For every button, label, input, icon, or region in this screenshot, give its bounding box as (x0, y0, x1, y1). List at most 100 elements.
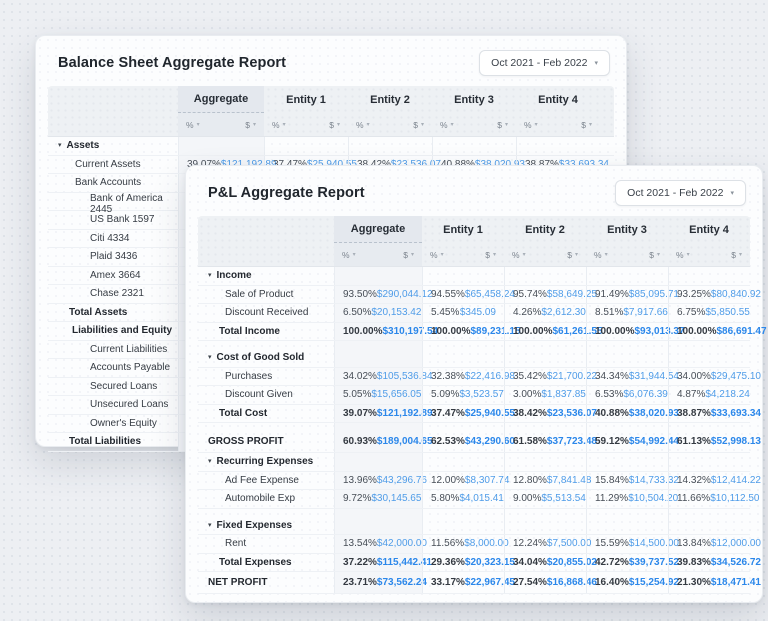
percent-value: 37.47% (431, 407, 465, 419)
dollar-sort-header[interactable]: $ ▾ (403, 249, 414, 260)
aggregate-cell (334, 423, 422, 431)
percent-value: 14.32% (677, 474, 711, 486)
section-caret-icon[interactable]: ▾ (208, 272, 212, 280)
dollar-value: $14,733.32 (628, 474, 679, 486)
entity-4-cell: 6.75% $5,850.55 (668, 304, 750, 322)
entity-2-cell: 61.58% $37,723.48 (504, 431, 597, 452)
percent-value: 61.58% (513, 436, 547, 447)
percent-value: 29.36% (431, 556, 465, 568)
row-label: Unsecured Loans (90, 399, 169, 411)
percent-sort-header[interactable]: % ▾ (594, 249, 608, 260)
percent-value: 100.00% (431, 325, 471, 337)
aggregate-cell: 6.50% $20,153.42 (334, 304, 422, 322)
percent-value: 5.45% (431, 307, 460, 319)
percent-value: 9.72% (343, 493, 372, 505)
dollar-value: $39,737.52 (628, 556, 679, 568)
dollar-sort-header[interactable]: $ ▾ (731, 249, 742, 260)
percent-value: 35.42% (513, 370, 547, 382)
percent-value: 32.38% (431, 370, 465, 382)
entity-4-cell (668, 423, 750, 431)
row-label-cell: Current Liabilities (48, 341, 178, 359)
dollar-value: $10,112.50 (710, 493, 760, 505)
dollar-value: $8,307.74 (464, 474, 510, 486)
row-label: US Bank 1597 (90, 214, 155, 226)
row-label: Total Assets (69, 306, 128, 318)
row-label: Automobile Exp (225, 493, 296, 505)
section-caret-icon[interactable]: ▾ (208, 458, 212, 466)
percent-value: 11.56% (431, 538, 465, 550)
dollar-value: $65,458.24 (464, 288, 515, 300)
table-row: NET PROFIT 23.71% $73,562.24 33.17% $22,96… (198, 572, 761, 594)
entity-2-cell: 38.42%$23,536.07 (348, 155, 441, 173)
dollar-value: $2,612.30 (541, 307, 586, 319)
entity-2-cell (348, 137, 432, 155)
percent-sort-header[interactable]: % ▾ (512, 249, 526, 260)
dollar-sort-header[interactable]: $ ▾ (649, 249, 660, 260)
row-label-cell: Accounts Payable (48, 359, 178, 377)
percent-value: 100.00% (677, 325, 717, 337)
table-row: Total Income 100.00% $310,197.54 100.00% $… (198, 322, 767, 341)
dollar-value: $4,218.24 (705, 389, 750, 401)
dollar-value: $20,855.02 (546, 556, 597, 568)
percent-sort-header[interactable]: % ▾ (430, 249, 444, 260)
dollar-value: $54,992.44 (628, 436, 679, 447)
percent-sort-header[interactable]: % ▾ (356, 119, 370, 130)
dollar-sort-header[interactable]: $ ▾ (329, 119, 340, 130)
dollar-value: $73,562.24 (376, 577, 427, 588)
row-label-cell: Chase 2321 (48, 285, 178, 303)
dollar-value: $6,076.39 (623, 389, 668, 401)
pl-date-range-dropdown[interactable]: Oct 2021 - Feb 2022 ▾ (615, 180, 746, 206)
entity-2-cell: 3.00% $1,837.85 (504, 386, 586, 404)
subheader-aggregate: % ▾ $ ▾ (334, 243, 422, 266)
row-label: Total Expenses (219, 556, 292, 568)
entity-3-cell (586, 349, 668, 367)
row-label-cell: Current Assets (48, 156, 178, 174)
subheader-spacer-cell (198, 243, 334, 266)
section-caret-icon[interactable]: ▾ (208, 354, 212, 362)
row-label-cell: Total Income (198, 323, 334, 341)
percent-value: 21.30% (677, 577, 711, 588)
percent-value: 9.00% (513, 493, 542, 505)
balance-sheet-date-range-dropdown[interactable]: Oct 2021 - Feb 2022 ▾ (479, 50, 610, 76)
dollar-value: $22,416.98 (464, 370, 515, 382)
entity-1-cell: 32.38% $22,416.98 (422, 367, 515, 385)
percent-sort-header[interactable]: % ▾ (440, 119, 454, 130)
entity-4-cell (516, 137, 600, 155)
dollar-sort-header[interactable]: $ ▾ (485, 249, 496, 260)
dollar-sort-header[interactable]: $ ▾ (413, 119, 424, 130)
row-label-cell: Ad Fee Expense (198, 472, 334, 490)
entity-4-cell (668, 341, 750, 349)
aggregate-cell: 39.07%$121,192.89 (334, 404, 433, 422)
dollar-sort-header[interactable]: $ ▾ (567, 249, 578, 260)
chevron-down-icon: ▾ (594, 59, 598, 67)
row-label-cell: ▾ Assets (48, 137, 178, 155)
section-caret-icon[interactable]: ▾ (208, 521, 212, 529)
percent-sort-header[interactable]: % ▾ (342, 249, 356, 260)
column-header-entity-2: Entity 2 (370, 93, 410, 106)
sort-caret-icon: ▾ (336, 121, 340, 128)
row-label-cell: ▾ Income (198, 267, 334, 285)
sort-caret-icon: ▾ (282, 121, 286, 128)
percent-sort-header[interactable]: % ▾ (186, 119, 200, 130)
percent-sort-header[interactable]: % ▾ (676, 249, 690, 260)
dollar-value: $25,940.55 (464, 407, 515, 419)
dollar-sort-header[interactable]: $ ▾ (245, 119, 256, 130)
entity-2-cell: 9.00% $5,513.54 (504, 490, 586, 508)
percent-sort-header[interactable]: % ▾ (524, 119, 538, 130)
entity-2-cell: 100.00% $61,261.55 (504, 322, 603, 340)
aggregate-cell (178, 137, 264, 155)
percent-value: 39.83% (677, 556, 711, 568)
entity-2-cell: 38.42%$23,536.07 (504, 404, 597, 422)
dollar-sort-header[interactable]: $ ▾ (581, 119, 592, 130)
section-caret-icon[interactable]: ▾ (58, 142, 62, 150)
column-header-entity-1: Entity 1 (443, 223, 483, 236)
dollar-value: $3,523.57 (459, 389, 504, 401)
percent-sort-header[interactable]: % ▾ (272, 119, 286, 130)
dollar-sort-header[interactable]: $ ▾ (497, 119, 508, 130)
row-label: Income (216, 270, 252, 282)
entity-3-cell (586, 341, 668, 349)
row-label: Plaid 3436 (90, 251, 138, 263)
dollar-value: $5,850.55 (705, 307, 750, 319)
dollar-value: $10,504.20 (628, 493, 679, 505)
